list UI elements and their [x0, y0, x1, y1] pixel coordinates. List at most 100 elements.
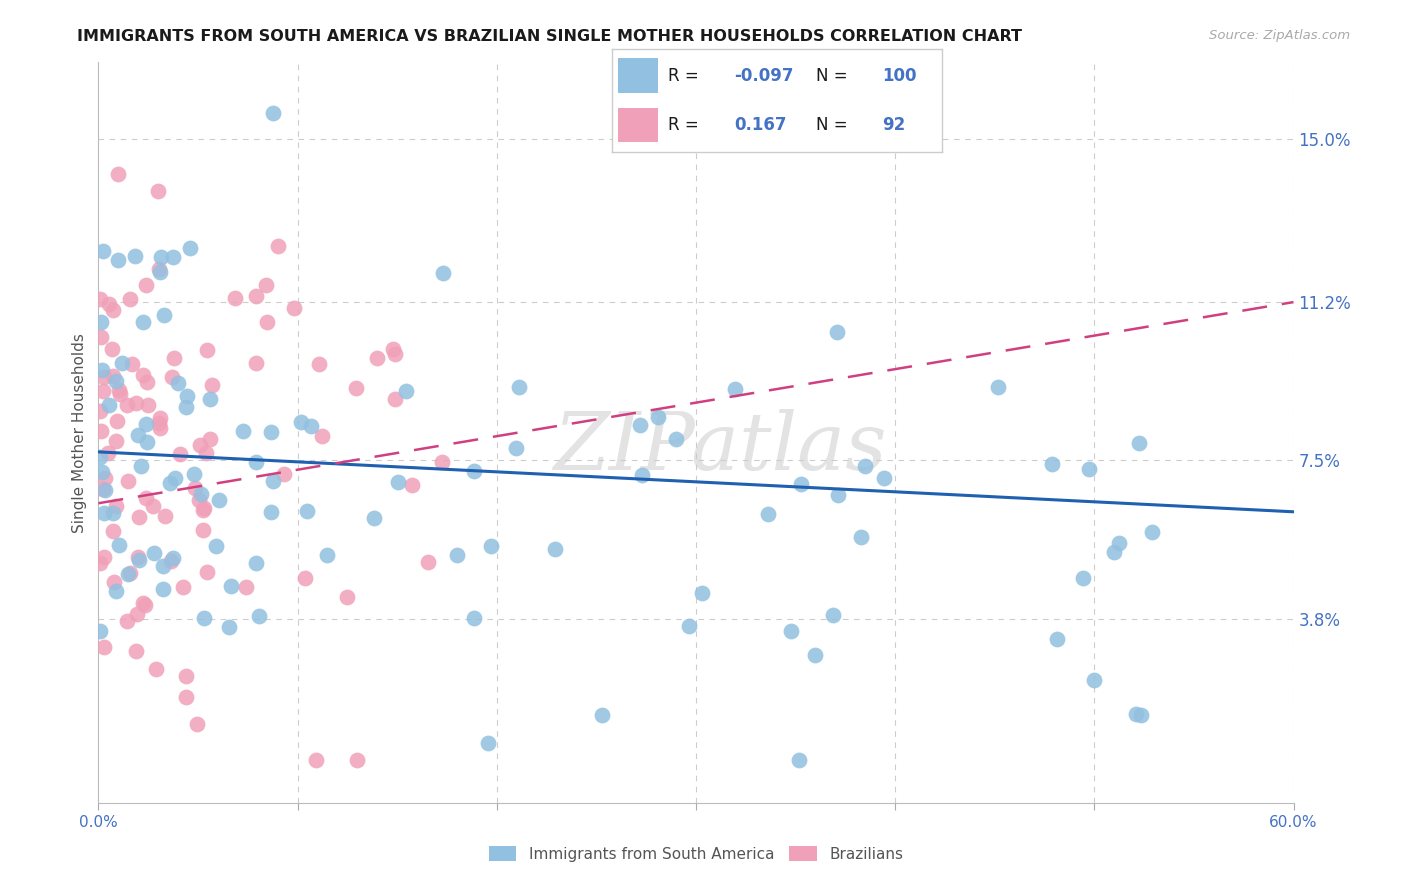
Text: -0.097: -0.097 [734, 67, 793, 85]
Point [724, 382, 747, 396]
Point [363, 510, 385, 524]
Point [143, 546, 166, 560]
Point [787, 753, 810, 767]
Point [163, 471, 186, 485]
Point [152, 558, 174, 573]
Point [245, 454, 267, 468]
Point [162, 251, 184, 265]
Point [103, 524, 125, 538]
Point [804, 648, 827, 662]
Point [1102, 545, 1125, 559]
Point [90, 329, 112, 343]
Point [790, 476, 813, 491]
Point [1129, 708, 1152, 723]
Y-axis label: Single Mother Households: Single Mother Households [72, 333, 87, 533]
Point [1128, 435, 1150, 450]
Point [103, 575, 125, 590]
Point [89, 556, 111, 570]
Point [849, 530, 872, 544]
Point [1040, 458, 1063, 472]
Point [91, 384, 114, 399]
Point [89, 624, 111, 638]
Point [166, 376, 188, 390]
Point [115, 615, 138, 629]
Point [416, 555, 439, 569]
Point [103, 506, 125, 520]
Point [125, 644, 148, 658]
Point [91, 483, 114, 497]
Point [90, 424, 112, 438]
Point [262, 474, 284, 488]
Point [97, 446, 120, 460]
Point [174, 690, 197, 704]
Point [176, 389, 198, 403]
Point [235, 580, 257, 594]
Legend: Immigrants from South America, Brazilians: Immigrants from South America, Brazilian… [489, 847, 903, 862]
Point [201, 378, 224, 392]
Point [218, 620, 240, 634]
Point [387, 475, 409, 490]
Point [273, 467, 295, 481]
Point [148, 262, 170, 277]
Point [184, 481, 207, 495]
Point [153, 309, 176, 323]
Point [179, 241, 201, 255]
Point [162, 550, 184, 565]
Point [190, 487, 212, 501]
Point [262, 105, 284, 120]
Point [628, 417, 651, 432]
Point [384, 347, 406, 361]
Point [159, 475, 181, 490]
Point [853, 458, 876, 473]
Point [308, 357, 330, 371]
Point [160, 370, 183, 384]
Point [169, 447, 191, 461]
Point [195, 343, 218, 357]
Point [93, 550, 115, 565]
Point [136, 398, 159, 412]
Point [163, 351, 186, 365]
Point [295, 504, 318, 518]
Point [305, 753, 328, 767]
Point [93, 506, 115, 520]
Point [267, 239, 290, 253]
Point [135, 417, 157, 431]
Point [127, 428, 149, 442]
Point [108, 383, 131, 397]
Point [249, 609, 271, 624]
Point [508, 380, 530, 394]
Point [183, 467, 205, 481]
Text: 0.167: 0.167 [734, 116, 786, 134]
Point [821, 607, 844, 622]
Point [132, 368, 155, 383]
Point [316, 548, 339, 562]
Point [115, 399, 138, 413]
Point [104, 434, 127, 448]
Point [91, 244, 114, 259]
Point [260, 505, 283, 519]
Point [224, 292, 246, 306]
Point [152, 582, 174, 596]
Point [160, 554, 183, 568]
Point [174, 669, 197, 683]
Point [1108, 536, 1130, 550]
Point [827, 488, 849, 502]
Point [89, 404, 111, 418]
Text: ZIPatlas: ZIPatlas [553, 409, 887, 486]
Point [245, 556, 267, 570]
Point [463, 610, 485, 624]
Point [117, 475, 139, 489]
Point [148, 184, 170, 198]
Point [132, 596, 155, 610]
Point [134, 598, 156, 612]
Point [432, 266, 454, 280]
Point [260, 425, 283, 440]
Point [1078, 462, 1101, 476]
Text: 100: 100 [883, 67, 917, 85]
Point [93, 471, 115, 485]
Point [299, 419, 322, 434]
Point [200, 432, 222, 446]
Point [463, 464, 485, 478]
Point [1046, 632, 1069, 646]
Point [395, 384, 418, 398]
